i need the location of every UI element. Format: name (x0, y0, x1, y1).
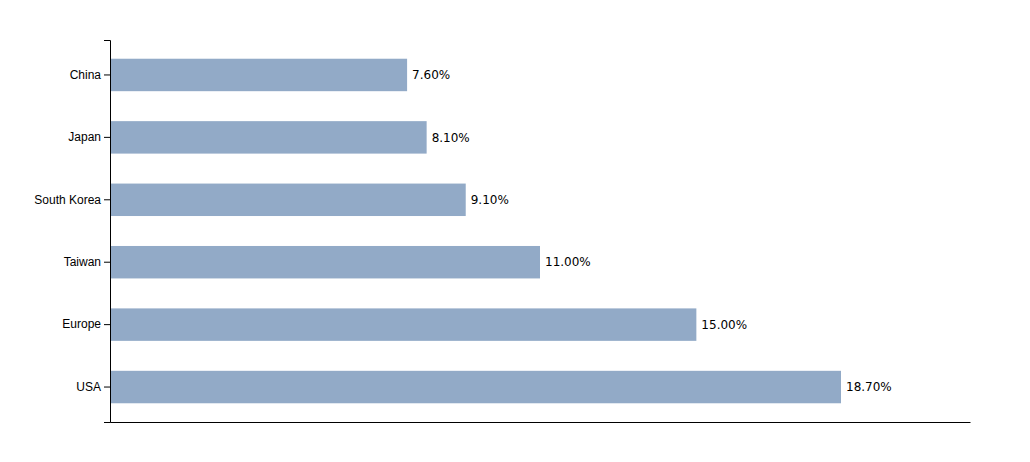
bar (110, 121, 427, 153)
y-tick-label: Japan (68, 130, 101, 144)
y-axis-line (104, 41, 111, 423)
bar (110, 308, 696, 340)
y-tick-label: Taiwan (64, 255, 101, 269)
data-label: 18.70% (846, 380, 892, 394)
x-axis (111, 422, 971, 423)
data-label: 11.00% (545, 255, 591, 269)
y-tick-label: USA (76, 380, 101, 394)
bar (110, 246, 540, 278)
bar (110, 59, 407, 91)
data-label: 7.60% (412, 68, 450, 82)
plot: 18.70% 15.00% 11.00% 9.10% 8.10% 7.60% USA Euro… (34, 41, 970, 423)
y-tick: Europe (62, 317, 110, 331)
data-label: 15.00% (701, 318, 747, 332)
y-tick-mark (104, 324, 110, 325)
y-tick-mark (104, 387, 110, 388)
bars (110, 59, 841, 404)
y-tick-mark (104, 137, 110, 138)
bar (110, 371, 841, 403)
y-tick-label: Europe (62, 317, 101, 331)
y-tick-label: China (70, 68, 102, 82)
data-label: 9.10% (471, 193, 509, 207)
y-tick-label: South Korea (34, 193, 101, 207)
y-tick: South Korea (34, 193, 110, 207)
y-tick-mark (104, 262, 110, 263)
y-tick: Taiwan (64, 255, 110, 269)
y-tick: China (70, 68, 110, 82)
y-tick-mark (104, 74, 110, 75)
chart: 18.70% 15.00% 11.00% 9.10% 8.10% 7.60% USA Euro… (0, 0, 1030, 462)
y-tick-mark (104, 199, 110, 200)
data-labels: 18.70% 15.00% 11.00% 9.10% 8.10% 7.60% (412, 68, 892, 394)
x-axis-line (111, 422, 971, 423)
data-label: 8.10% (432, 131, 470, 145)
y-axis: USA Europe Taiwan South Korea Japan China (34, 41, 110, 423)
bar (110, 184, 466, 216)
y-tick: USA (76, 380, 110, 394)
y-tick: Japan (68, 130, 110, 144)
